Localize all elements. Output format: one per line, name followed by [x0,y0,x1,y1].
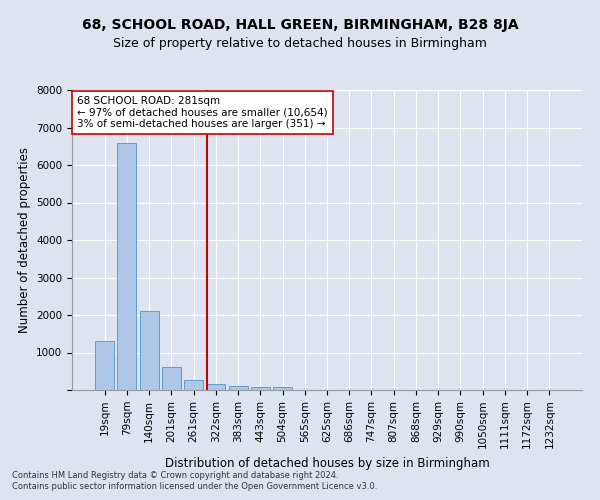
X-axis label: Distribution of detached houses by size in Birmingham: Distribution of detached houses by size … [164,457,490,470]
Text: Size of property relative to detached houses in Birmingham: Size of property relative to detached ho… [113,38,487,51]
Bar [140,311,158,390]
Text: Contains public sector information licensed under the Open Government Licence v3: Contains public sector information licen… [12,482,377,491]
Text: 68, SCHOOL ROAD, HALL GREEN, BIRMINGHAM, B28 8JA: 68, SCHOOL ROAD, HALL GREEN, BIRMINGHAM,… [82,18,518,32]
Text: 68 SCHOOL ROAD: 281sqm
← 97% of detached houses are smaller (10,654)
3% of semi-: 68 SCHOOL ROAD: 281sqm ← 97% of detached… [77,96,328,129]
Bar [162,367,181,390]
Bar [118,143,136,390]
Text: Contains HM Land Registry data © Crown copyright and database right 2024.: Contains HM Land Registry data © Crown c… [12,470,338,480]
Bar [184,380,203,390]
Bar [273,387,292,390]
Bar [206,384,225,390]
Y-axis label: Number of detached properties: Number of detached properties [17,147,31,333]
Bar [251,387,270,390]
Bar [229,386,248,390]
Bar [95,341,114,390]
